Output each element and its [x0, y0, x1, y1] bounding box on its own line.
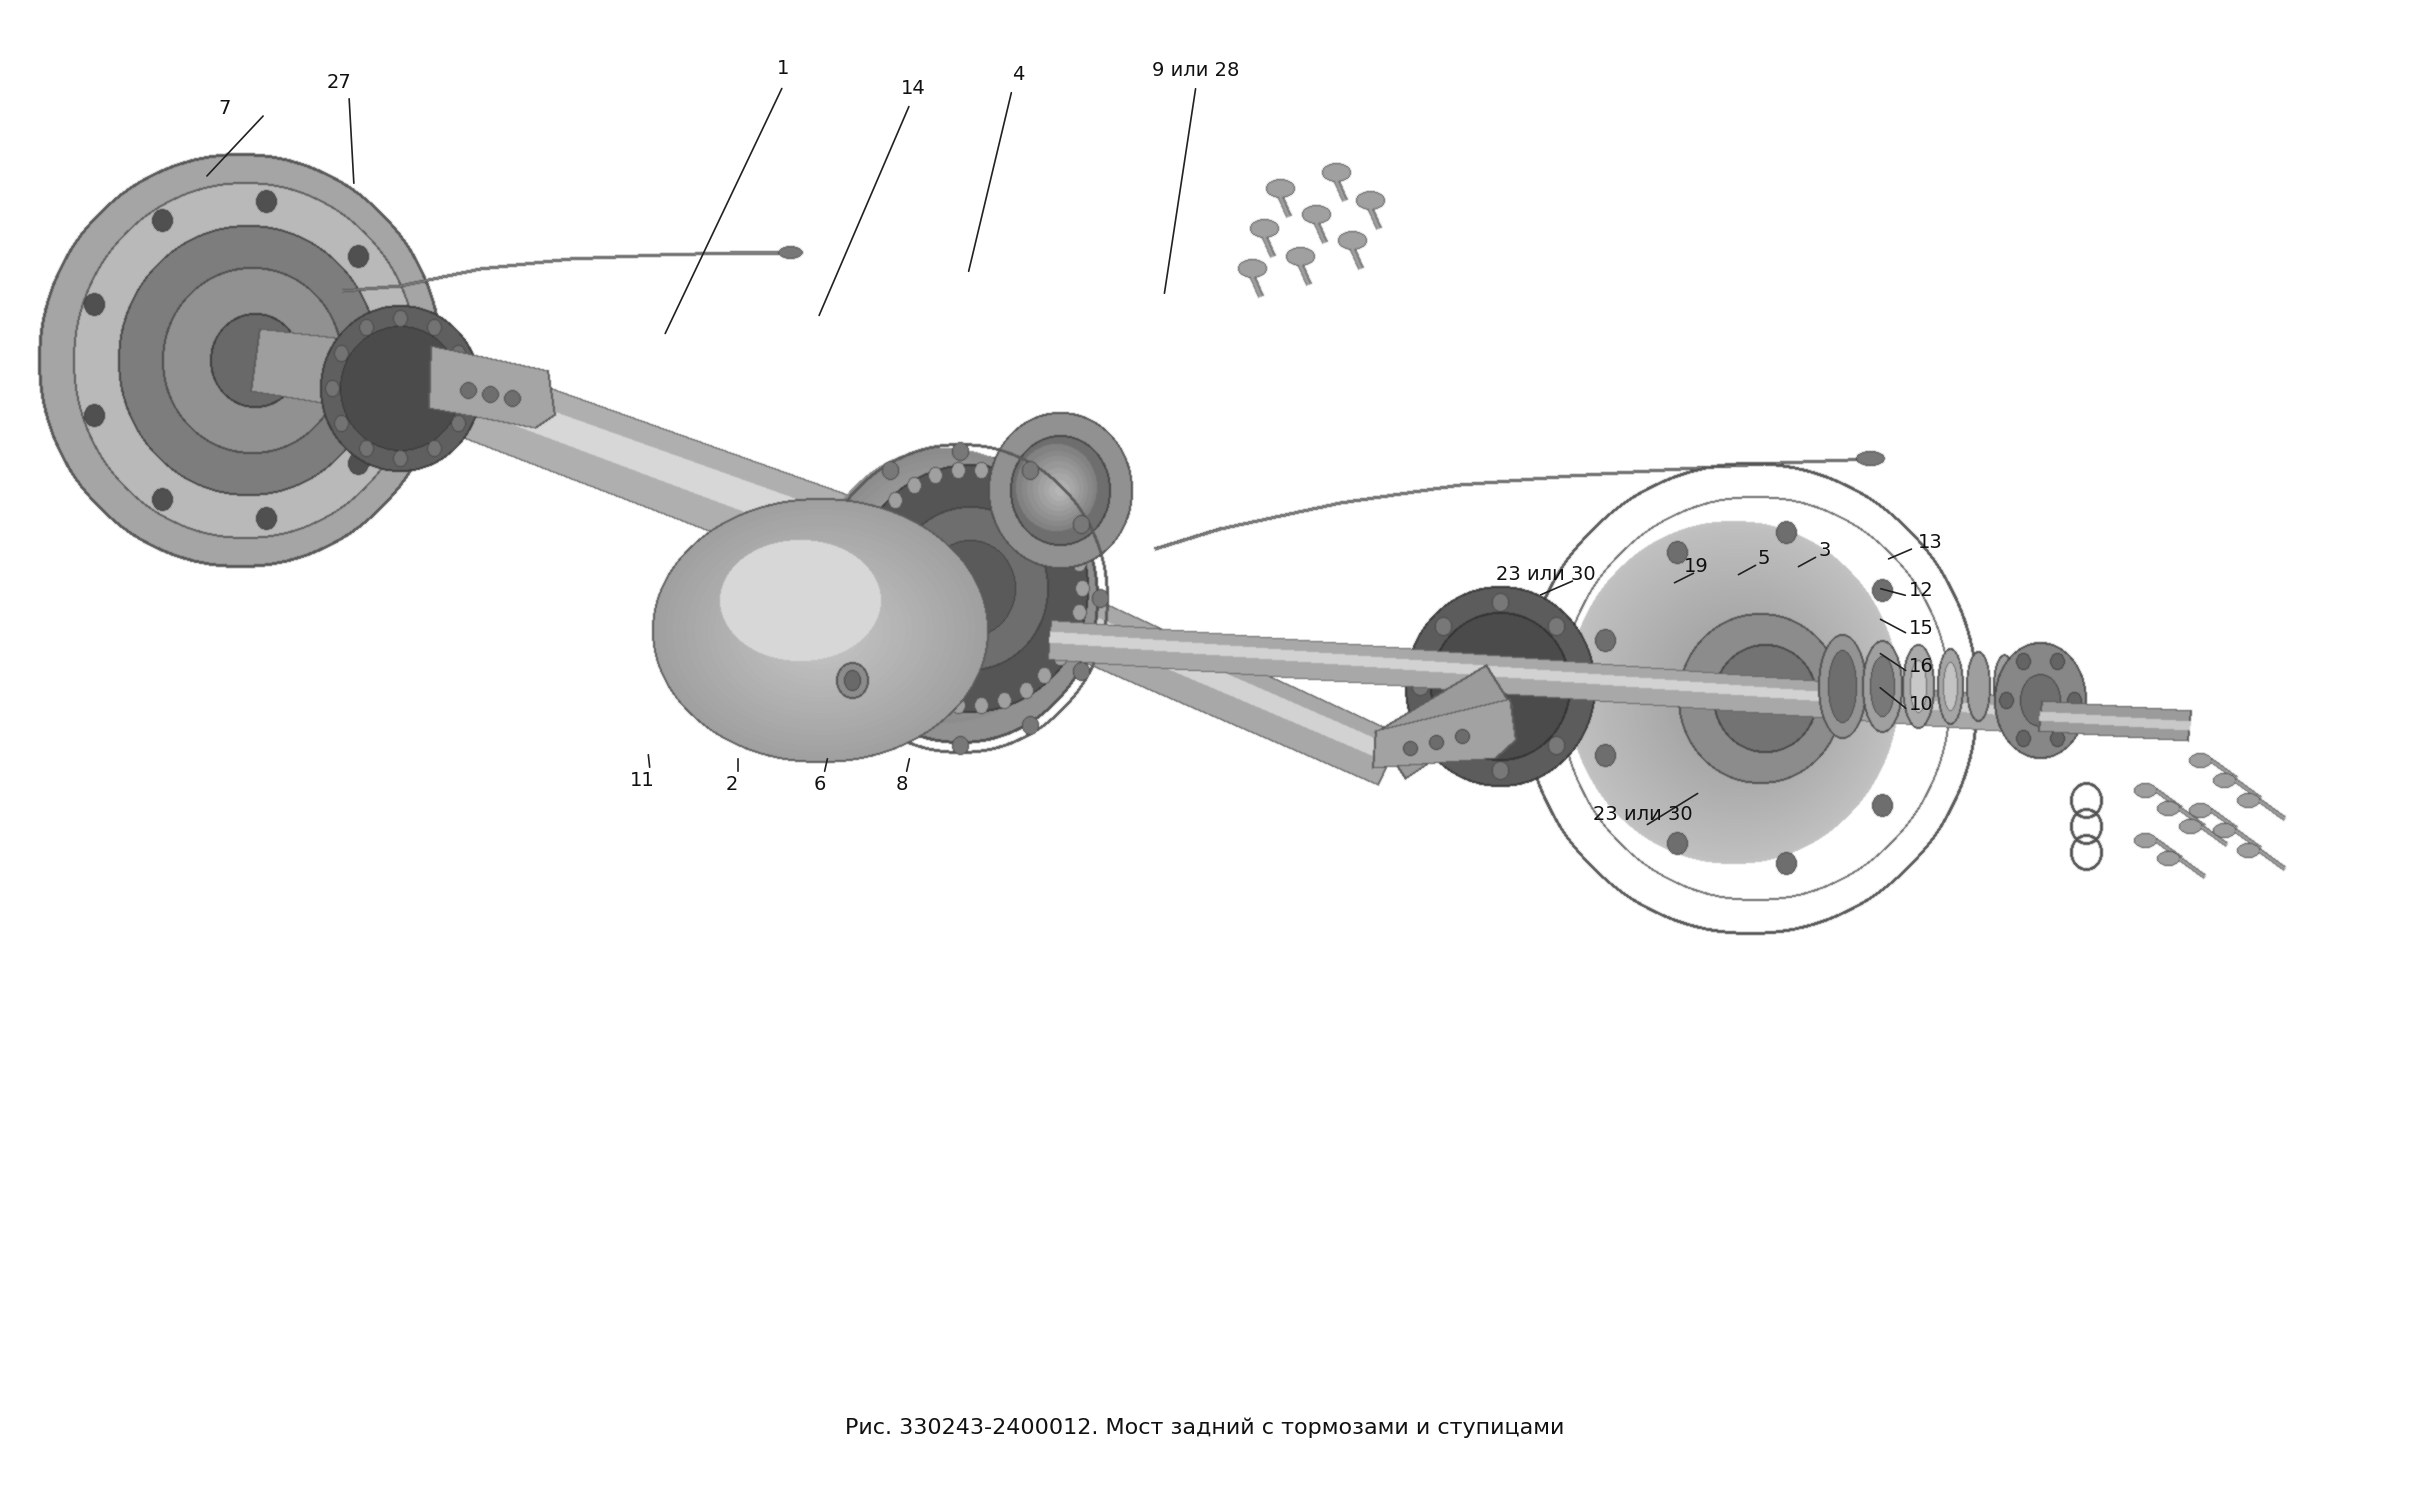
- Text: 3: 3: [1819, 540, 1831, 559]
- Text: 16: 16: [1908, 656, 1934, 676]
- Text: 5: 5: [1759, 549, 1771, 567]
- Text: 19: 19: [1684, 557, 1708, 576]
- Text: 27: 27: [328, 73, 352, 91]
- Text: 9 или 28: 9 или 28: [1152, 61, 1241, 79]
- Text: 13: 13: [1918, 533, 1942, 552]
- Text: 14: 14: [901, 79, 925, 98]
- Text: 7: 7: [219, 98, 231, 118]
- Text: 4: 4: [1012, 64, 1024, 83]
- Text: 8: 8: [896, 774, 908, 793]
- Text: 1: 1: [776, 58, 790, 77]
- Text: 15: 15: [1908, 619, 1934, 637]
- Text: 6: 6: [814, 774, 826, 793]
- Text: 23 или 30: 23 или 30: [1496, 564, 1597, 583]
- Text: 10: 10: [1908, 695, 1934, 714]
- Text: 2: 2: [725, 774, 737, 793]
- Text: 23 или 30: 23 или 30: [1592, 805, 1694, 824]
- Text: 12: 12: [1908, 580, 1934, 600]
- Text: Рис. 330243-2400012. Мост задний с тормозами и ступицами: Рис. 330243-2400012. Мост задний с тормо…: [846, 1418, 1563, 1439]
- Text: 11: 11: [629, 771, 655, 790]
